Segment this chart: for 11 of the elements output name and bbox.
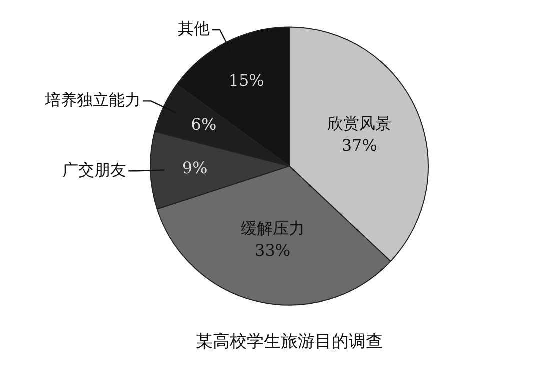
slice-label: 广交朋友 — [62, 160, 127, 180]
data-label: 9% — [182, 158, 208, 178]
data-label: 15% — [228, 71, 264, 90]
slice-label: 欣赏风景 — [328, 114, 392, 134]
text: 某高校学生旅游目的调查 — [196, 332, 383, 352]
slice-label: 其他 — [178, 19, 210, 38]
data-label: 6% — [191, 115, 217, 134]
slice-label: 缓解压力 — [240, 219, 305, 238]
slice-label: 培养独立能力 — [44, 90, 142, 110]
data-label: 37% — [342, 136, 378, 156]
data-label: 33% — [255, 241, 291, 260]
